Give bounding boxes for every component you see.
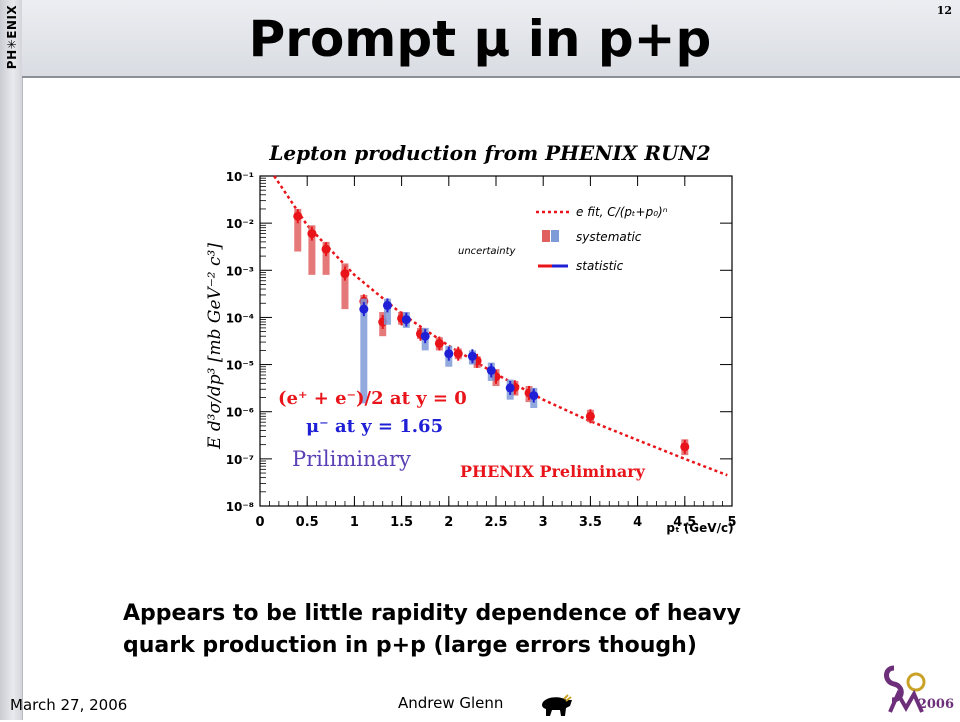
conference-logo-icon (884, 665, 926, 713)
data-point (585, 411, 595, 421)
systematic-error-band (341, 263, 349, 310)
data-series (293, 208, 690, 456)
y-tick-label: 10⁻⁷ (226, 453, 254, 467)
page-number: 12 (936, 4, 952, 17)
data-point (382, 300, 392, 310)
caption-line-1: Appears to be little rapidity dependence… (123, 601, 741, 626)
legend: e fit, C/(pₜ+p₀)ⁿ systematic uncertainty… (458, 205, 668, 273)
x-axis-label: pₜ (GeV/c) (666, 521, 733, 535)
systematic-error-band (360, 298, 368, 404)
x-tick-label: 3.5 (579, 515, 602, 530)
chart-figure: Lepton production from PHENIX RUN2 0 0.5 1… (200, 120, 760, 560)
footer-author: Andrew Glenn (398, 694, 504, 712)
data-point (321, 244, 331, 254)
slide-caption: Appears to be little rapidity dependence… (123, 598, 923, 662)
annotation-phenix-preliminary: PHENIX Preliminary (460, 462, 646, 481)
conference-logo-year: 2006 (917, 697, 954, 712)
left-decor-strip (0, 0, 23, 720)
x-tick-label: 4.5 (673, 515, 696, 530)
x-tick-label: 5 (727, 515, 736, 530)
y-axis-label: E d³σ/dp³ [mb GeV⁻² c³] (205, 243, 225, 450)
y-tick-label: 10⁻⁸ (226, 500, 254, 514)
x-tick-label: 2 (444, 515, 453, 530)
chart-svg: Lepton production from PHENIX RUN2 0 0.5 1… (205, 141, 737, 535)
x-tick-label: 0.5 (296, 515, 319, 530)
y-tick-label: 10⁻³ (226, 264, 254, 278)
data-point (486, 365, 496, 375)
footer-date: March 27, 2006 (10, 696, 128, 714)
data-point (359, 304, 369, 314)
y-tick-label: 10⁻² (226, 217, 254, 231)
legend-sys-label: systematic (576, 230, 642, 244)
y-tick-label: 10⁻⁴ (226, 311, 254, 325)
legend-uncertainty-label: uncertainty (458, 246, 517, 257)
muon-series (359, 298, 539, 408)
systematic-error-band (294, 208, 302, 252)
data-point (680, 442, 690, 452)
y-tick-label: 10⁻¹ (226, 170, 254, 184)
y-tick-label: 10⁻⁶ (226, 406, 254, 420)
systematic-error-band (308, 225, 316, 275)
x-tick-label: 2.5 (484, 515, 507, 530)
x-tick-label: 0 (255, 515, 264, 530)
x-tick-label: 4 (633, 515, 642, 530)
slide-title: Prompt μ in p+p (248, 10, 712, 68)
y-tick-label: 10⁻⁵ (226, 359, 254, 373)
x-tick-label: 3 (539, 515, 548, 530)
data-point (453, 349, 463, 359)
legend-sys-swatch-red (542, 230, 550, 242)
data-point (444, 349, 454, 359)
data-point (307, 229, 317, 239)
plot-frame (259, 175, 733, 507)
data-point (420, 331, 430, 341)
x-tick-label: 1.5 (390, 515, 413, 530)
data-point (505, 383, 515, 393)
legend-sys-swatch-blue (551, 230, 559, 242)
data-point (340, 269, 350, 279)
data-point (467, 351, 477, 361)
data-point (401, 315, 411, 325)
data-point (434, 338, 444, 348)
axis-ticks: 0 0.5 1 1.5 2 2.5 3 3.5 4 4.5 5 10⁻¹ 10⁻² 10⁻³ 10⁻⁴ 10⁻… (226, 170, 737, 530)
caption-line-2: quark production in p+p (large errors th… (123, 633, 697, 658)
legend-fit-label: e fit, C/(pₜ+p₀)ⁿ (576, 205, 668, 219)
data-point (293, 211, 303, 221)
systematic-error-band (322, 241, 330, 275)
chart-title: Lepton production from PHENIX RUN2 (268, 141, 710, 165)
annotation-preliminary: Priliminary (292, 447, 411, 471)
data-point (529, 391, 539, 401)
x-tick-label: 1 (350, 515, 359, 530)
title-band (22, 0, 960, 78)
annotation-muons: μ⁻ at y = 1.65 (306, 416, 443, 437)
buffalo-logo-icon (542, 694, 572, 716)
legend-stat-label: statistic (576, 259, 624, 273)
conference-logo: 2006 (880, 660, 956, 718)
annotation-electrons: (e⁺ + e⁻)/2 at y = 0 (278, 388, 467, 409)
